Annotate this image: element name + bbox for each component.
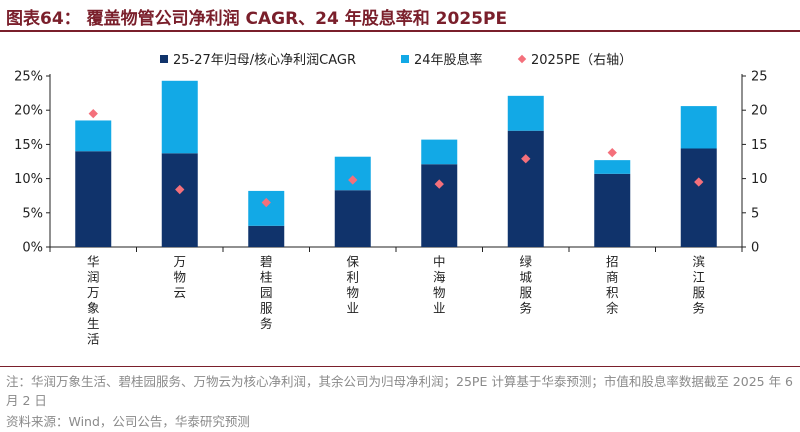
legend-cagr-label: 25-27年归母/核心净利润CAGR bbox=[173, 53, 356, 68]
x-category-label: 中海物业 bbox=[433, 254, 446, 316]
y-right-tick-label: 10 bbox=[751, 172, 768, 187]
point-pe bbox=[521, 154, 531, 164]
x-category-label: 招商积余 bbox=[606, 254, 619, 316]
bar-dividend bbox=[421, 139, 458, 165]
legend-dividend-swatch bbox=[401, 55, 409, 63]
bar-cagr bbox=[421, 164, 458, 247]
bar-cagr bbox=[248, 225, 285, 247]
title-rule bbox=[0, 30, 800, 32]
y-left-tick-label: 5% bbox=[22, 206, 43, 221]
source-line: 资料来源：Wind，公司公告，华泰研究预测 bbox=[6, 414, 250, 429]
bar-cagr bbox=[334, 190, 371, 247]
x-category-label: 华润万象生活 bbox=[87, 254, 100, 347]
legend-cagr-swatch bbox=[160, 55, 168, 63]
y-left-tick-label: 15% bbox=[14, 138, 43, 153]
y-right-tick-label: 5 bbox=[751, 206, 759, 221]
legend-pe-label: 2025PE（右轴） bbox=[531, 53, 632, 68]
y-left-tick-label: 25% bbox=[14, 70, 43, 85]
point-pe bbox=[694, 177, 704, 187]
bar-dividend bbox=[680, 106, 717, 149]
chart: 25-27年归母/核心净利润CAGR 24年股息率 2025PE（右轴） 0% 5% 10… bbox=[14, 52, 768, 347]
point-pe bbox=[607, 147, 617, 158]
point-pe bbox=[175, 184, 185, 195]
y-right-tick-label: 25 bbox=[751, 70, 768, 85]
bar-dividend bbox=[248, 190, 285, 226]
bar-dividend bbox=[75, 120, 112, 152]
x-category-label: 滨江服务 bbox=[692, 254, 705, 316]
figure-title: 图表64： 覆盖物管公司净利润 CAGR、24 年股息率和 2025PE bbox=[6, 9, 508, 29]
x-category-label: 万物云 bbox=[173, 254, 186, 300]
y-left-tick-label: 20% bbox=[14, 104, 43, 119]
bar-dividend bbox=[594, 160, 631, 174]
bottom-rule bbox=[0, 366, 800, 367]
y-right-tick-label: 20 bbox=[751, 104, 768, 119]
title-bar: 图表64： 覆盖物管公司净利润 CAGR、24 年股息率和 2025PE bbox=[0, 0, 800, 32]
legend-pe-marker bbox=[517, 54, 527, 64]
y-right-tick-label: 15 bbox=[751, 138, 768, 153]
bar-cagr bbox=[594, 173, 631, 247]
footnote: 注：华润万象生活、碧桂园服务、万物云为核心净利润，其余公司为归母净利润；25PE… bbox=[6, 374, 794, 408]
bar-cagr bbox=[161, 153, 198, 247]
bar-dividend bbox=[507, 95, 544, 131]
bar-dividend bbox=[161, 80, 198, 154]
point-pe bbox=[434, 179, 444, 189]
bar-dividend bbox=[334, 156, 371, 191]
y-left-tick-label: 10% bbox=[14, 172, 43, 187]
bar-cagr bbox=[680, 148, 717, 247]
legend-dividend-label: 24年股息率 bbox=[414, 52, 483, 68]
y-left-tick-label: 0% bbox=[22, 241, 43, 256]
point-pe bbox=[88, 108, 98, 119]
x-category-label: 绿城服务 bbox=[519, 254, 532, 316]
x-category-label: 碧桂园服务 bbox=[260, 254, 273, 331]
bar-cagr bbox=[75, 151, 112, 247]
y-right-tick-label: 0 bbox=[751, 241, 759, 256]
x-category-label: 保利物业 bbox=[346, 254, 359, 316]
bar-cagr bbox=[507, 130, 544, 247]
point-pe bbox=[348, 175, 358, 185]
